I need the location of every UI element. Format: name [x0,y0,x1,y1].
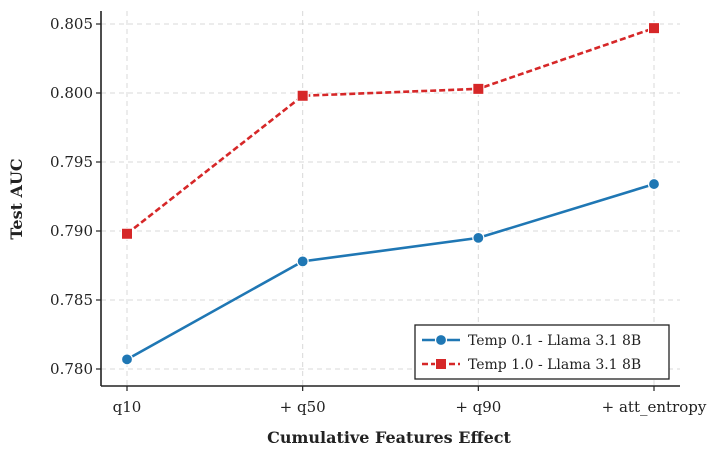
data-point-square [648,22,660,35]
x-tick-label: + q50 [280,398,326,416]
series-lines [120,22,661,366]
y-tick-label: 0.790 [50,222,93,240]
legend-marker-circle [434,333,448,347]
legend: Temp 0.1 - Llama 3.1 8B Temp 1.0 - Llama … [414,324,670,380]
series-line-2 [126,26,655,235]
x-tick-label: + att_entropy [602,398,707,416]
x-axis-ticks: q10 + q50 + q90 + att_entropy [113,386,707,416]
data-point-circle [296,255,309,268]
x-tick-label: q10 [113,398,142,416]
data-point-circle [472,231,485,244]
data-point-circle [120,353,134,366]
y-axis-title: Test AUC [7,158,26,239]
x-axis-title: Cumulative Features Effect [267,428,511,447]
legend-label-2: Temp 1.0 - Llama 3.1 8B [468,357,641,373]
y-tick-label: 0.805 [50,15,93,33]
y-tick-label: 0.795 [50,153,93,171]
data-point-circle [647,177,661,191]
y-tick-label: 0.780 [50,360,93,378]
legend-label-1: Temp 0.1 - Llama 3.1 8B [468,333,641,349]
legend-marker-square [435,358,447,370]
data-point-square [296,89,309,102]
axes-spines [100,11,680,387]
y-axis-ticks: 0.780 0.785 0.790 0.795 0.800 0.805 [50,15,101,378]
series-line-1 [126,182,655,361]
y-tick-label: 0.800 [50,84,93,102]
legend-box [414,324,670,380]
data-point-square [121,227,133,240]
data-point-square [472,82,485,95]
x-tick-label: + q90 [455,398,501,416]
y-tick-label: 0.785 [50,291,93,309]
